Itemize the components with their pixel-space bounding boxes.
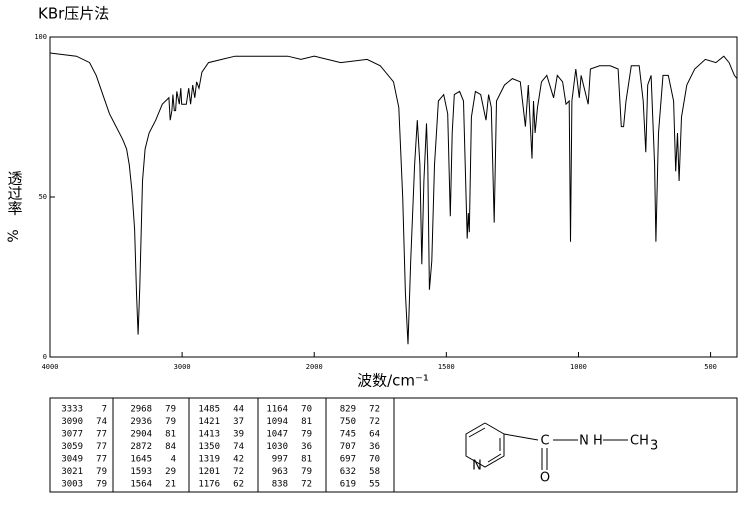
table-cell: 1421 (198, 417, 220, 427)
table-cell: 79 (301, 430, 312, 440)
atom-label: O (540, 471, 550, 486)
table-cell: 62 (233, 480, 244, 490)
table-cell: 1645 (130, 455, 152, 465)
table-cell: 829 (340, 405, 356, 415)
table-cell: 1176 (198, 480, 220, 490)
table-cell: 7 (102, 405, 107, 415)
y-tick-label: 100 (34, 33, 47, 41)
table-cell: 72 (301, 480, 312, 490)
table-cell: 707 (340, 442, 356, 452)
y-tick-label: 50 (39, 193, 47, 201)
table-cell: 70 (301, 405, 312, 415)
table-cell: 1564 (130, 480, 152, 490)
atom-label: CH (630, 434, 649, 449)
table-cell: 997 (272, 455, 288, 465)
y-axis-unit: % (6, 229, 22, 242)
spectrum-line (49, 52, 738, 345)
table-cell: 58 (369, 467, 380, 477)
table-cell: 79 (96, 467, 107, 477)
table-cell: 81 (165, 430, 176, 440)
table-cell: 70 (369, 455, 380, 465)
table-cell: 1350 (198, 442, 220, 452)
table-cell: 36 (301, 442, 312, 452)
atom-label: C (540, 434, 549, 449)
y-axis-label: 透过率 (6, 171, 24, 216)
plot-frame (49, 36, 738, 358)
ring-double (468, 427, 486, 438)
table-cell: 55 (369, 480, 380, 490)
table-cell: 697 (340, 455, 356, 465)
table-cell: 3077 (61, 430, 83, 440)
table-cell: 3333 (61, 405, 83, 415)
table-cell: 74 (96, 417, 107, 427)
table-cell: 3049 (61, 455, 83, 465)
table-cell: 72 (369, 417, 380, 427)
table-cell: 838 (272, 480, 288, 490)
table-cell: 1319 (198, 455, 220, 465)
table-cell: 42 (233, 455, 244, 465)
table-cell: 2904 (130, 430, 152, 440)
table-cell: 1485 (198, 405, 220, 415)
y-tick-label: 0 (43, 353, 47, 361)
table-cell: 1201 (198, 467, 220, 477)
table-cell: 2968 (130, 405, 152, 415)
table-cell: 72 (233, 467, 244, 477)
table-cell: 963 (272, 467, 288, 477)
table-cell: 3059 (61, 442, 83, 452)
x-tick-label: 1000 (570, 363, 587, 371)
table-cell: 36 (369, 442, 380, 452)
atom-label: N (472, 459, 482, 474)
x-tick-label: 1500 (438, 363, 455, 371)
chart-title: KBr压片法 (38, 5, 109, 23)
table-cell: 44 (233, 405, 244, 415)
x-tick-label: 3000 (174, 363, 191, 371)
table-cell: 74 (233, 442, 244, 452)
table-cell: 84 (165, 442, 176, 452)
table-cell: 750 (340, 417, 356, 427)
table-cell: 79 (96, 480, 107, 490)
table-cell: 77 (96, 442, 107, 452)
table-cell: 2936 (130, 417, 152, 427)
table-cell: 77 (96, 455, 107, 465)
table-cell: 39 (233, 430, 244, 440)
table-cell: 632 (340, 467, 356, 477)
table-cell: 1164 (266, 405, 288, 415)
table-cell: 79 (165, 417, 176, 427)
table-cell: 745 (340, 430, 356, 440)
x-tick-label: 500 (704, 363, 717, 371)
table-cell: 1593 (130, 467, 152, 477)
table-cell: 619 (340, 480, 356, 490)
table-cell: 77 (96, 430, 107, 440)
table-cell: 1413 (198, 430, 220, 440)
table-cell: 1094 (266, 417, 288, 427)
atom-label: N H (579, 434, 603, 449)
table-cell: 3003 (61, 480, 83, 490)
x-axis-label: 波数/cm⁻¹ (357, 372, 429, 390)
table-cell: 79 (165, 405, 176, 415)
table-cell: 81 (301, 455, 312, 465)
structure (465, 422, 628, 470)
x-tick-label: 4000 (42, 363, 59, 371)
table-cell: 1047 (266, 430, 288, 440)
bond (503, 433, 539, 441)
table-cell: 72 (369, 405, 380, 415)
table-cell: 37 (233, 417, 244, 427)
table-cell: 64 (369, 430, 380, 440)
table-cell: 81 (301, 417, 312, 427)
ring-double (487, 453, 502, 463)
table-cell: 3090 (61, 417, 83, 427)
table-cell: 2872 (130, 442, 152, 452)
table-cell: 29 (165, 467, 176, 477)
table-cell: 79 (301, 467, 312, 477)
table-cell: 4 (171, 455, 176, 465)
atom-subscript: 3 (650, 439, 658, 454)
table-cell: 3021 (61, 467, 83, 477)
table-cell: 21 (165, 480, 176, 490)
table-cell: 1030 (266, 442, 288, 452)
x-tick-label: 2000 (306, 363, 323, 371)
